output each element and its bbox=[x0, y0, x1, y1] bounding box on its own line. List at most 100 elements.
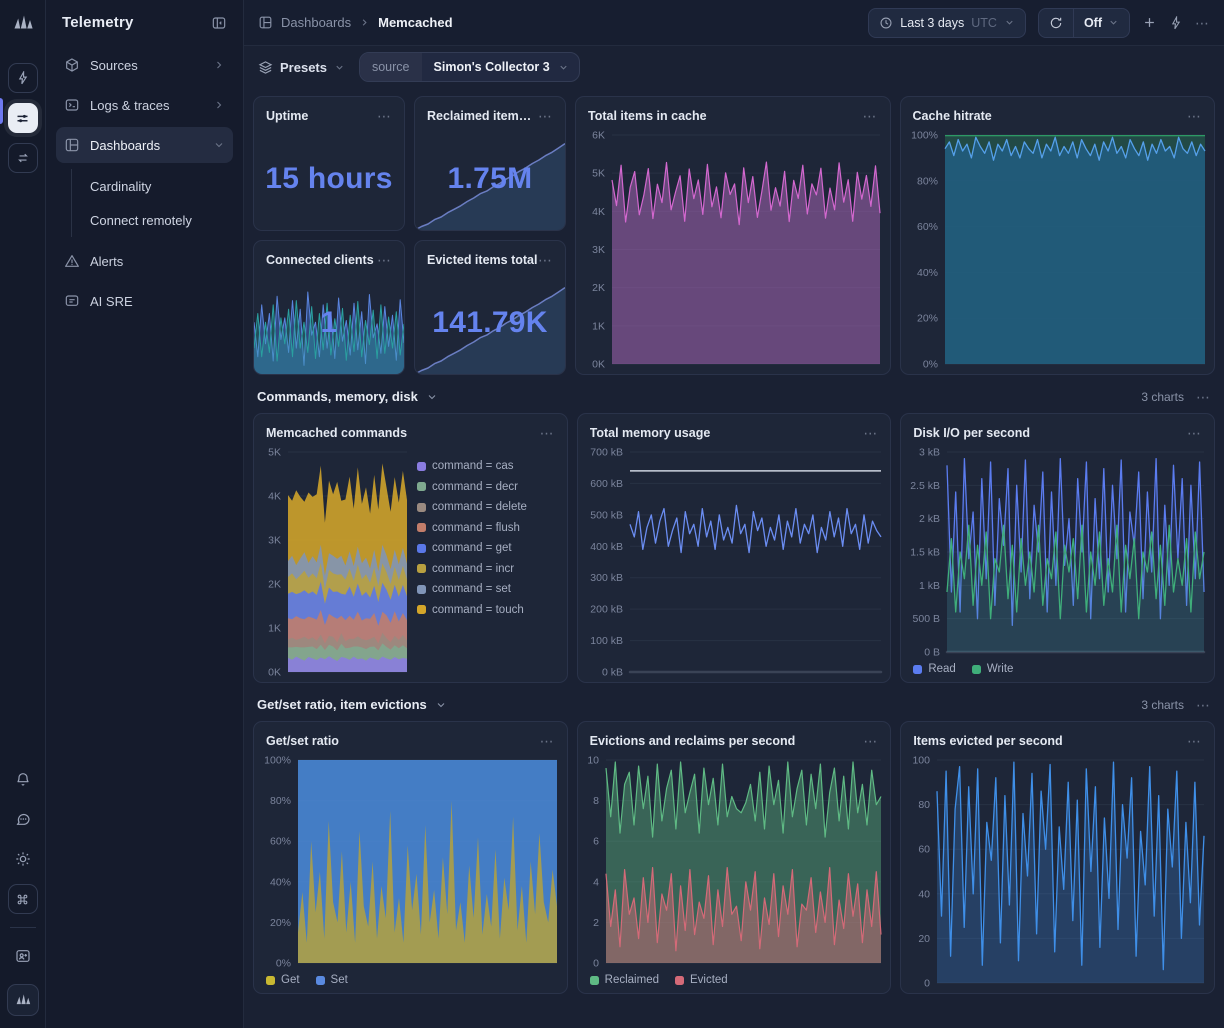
integrations-rail-button[interactable] bbox=[7, 63, 38, 93]
chart-card-evictions-reclaims: Evictions and reclaims per second ⋯ 0 2 4 6 8… bbox=[576, 721, 892, 994]
command-menu-button[interactable] bbox=[7, 884, 38, 914]
presets-button[interactable]: Presets bbox=[258, 60, 345, 75]
legend-swatch bbox=[417, 461, 426, 471]
trend-sparkline bbox=[415, 133, 565, 230]
legend-item[interactable]: Set bbox=[315, 974, 348, 986]
section-commands-memory-disk: Commands, memory, disk 3 charts ⋯ bbox=[257, 389, 1211, 404]
sidebar-item-alerts[interactable]: Alerts bbox=[56, 243, 233, 279]
svg-text:1.5 kB: 1.5 kB bbox=[911, 547, 941, 559]
invite-user-icon[interactable] bbox=[8, 941, 38, 971]
sidebar-item-logs-traces[interactable]: Logs & traces bbox=[56, 87, 233, 123]
icon-rail bbox=[0, 0, 46, 1028]
card-menu-button[interactable]: ⋯ bbox=[862, 108, 878, 124]
quick-actions-bolt-button[interactable] bbox=[1169, 15, 1183, 30]
add-chart-button[interactable] bbox=[1142, 15, 1157, 30]
disk-io-chart-plot[interactable]: 0 B 500 B 1 kB 1.5 kB 2 kB 2.5 kB 3 kB bbox=[901, 444, 1214, 662]
legend-item[interactable]: command = flush bbox=[417, 522, 557, 534]
legend-item[interactable]: Reclaimed bbox=[589, 974, 659, 986]
card-menu-button[interactable]: ⋯ bbox=[377, 252, 392, 268]
section-menu-button[interactable]: ⋯ bbox=[1196, 388, 1211, 405]
chart-card-total-memory: Total memory usage ⋯ 0 kB 100 kB 200 kB 300 … bbox=[576, 413, 892, 683]
refresh-mode-label: Off bbox=[1083, 15, 1102, 30]
card-menu-button[interactable]: ⋯ bbox=[539, 425, 555, 441]
sidebar-subitem-cardinality[interactable]: Cardinality bbox=[90, 178, 152, 194]
legend-item[interactable]: command = set bbox=[417, 583, 557, 595]
sidebar-subitem-connect-remotely[interactable]: Connect remotely bbox=[90, 212, 192, 228]
legend-item[interactable]: command = touch bbox=[417, 604, 557, 616]
card-menu-button[interactable]: ⋯ bbox=[539, 733, 555, 749]
app-title: Telemetry bbox=[62, 14, 134, 31]
sidebar-item-label: Logs & traces bbox=[90, 97, 170, 113]
legend-label: command = decr bbox=[432, 480, 518, 493]
evictions-reclaims-chart-plot[interactable]: 0 2 4 6 8 10 bbox=[578, 752, 891, 973]
card-menu-button[interactable]: ⋯ bbox=[538, 252, 553, 268]
section-title[interactable]: Get/set ratio, item evictions bbox=[257, 697, 447, 712]
chart-card-get-set-ratio: Get/set ratio ⋯ 0% 20% 40% 60% 80% 100% Get Set bbox=[253, 721, 568, 994]
refresh-control: Off bbox=[1037, 7, 1130, 38]
notifications-bell-icon[interactable] bbox=[8, 764, 38, 794]
sidebar-item-sources[interactable]: Sources bbox=[56, 47, 233, 83]
svg-text:80%: 80% bbox=[270, 795, 291, 807]
legend-label: Get bbox=[281, 974, 300, 986]
workspace-avatar[interactable] bbox=[6, 984, 39, 1016]
legend-swatch bbox=[417, 605, 426, 614]
section-getset-evictions: Get/set ratio, item evictions 3 charts ⋯ bbox=[257, 697, 1211, 712]
card-menu-button[interactable]: ⋯ bbox=[1187, 108, 1202, 124]
card-menu-button[interactable]: ⋯ bbox=[1186, 733, 1202, 749]
memcached-commands-chart-plot[interactable]: 0K 1K 2K 3K 4K 5K bbox=[254, 444, 417, 682]
cache-hitrate-chart-plot[interactable]: 0% 20% 40% 60% 80% 100% bbox=[901, 127, 1215, 374]
svg-text:500 kB: 500 kB bbox=[590, 509, 623, 521]
theme-sun-icon[interactable] bbox=[8, 844, 38, 874]
chart-title: Memcached commands bbox=[266, 426, 408, 440]
time-range-button[interactable]: Last 3 days UTC bbox=[868, 7, 1026, 38]
legend-item[interactable]: Get bbox=[266, 974, 300, 986]
sidebar-item-dashboards[interactable]: Dashboards bbox=[56, 127, 233, 163]
legend-swatch bbox=[417, 523, 426, 532]
breadcrumb-root[interactable]: Dashboards bbox=[281, 15, 352, 30]
telemetry-rail-button-active[interactable] bbox=[7, 103, 38, 133]
transfer-rail-button[interactable] bbox=[7, 143, 38, 173]
stat-value: 141.79K bbox=[432, 305, 548, 339]
section-chart-count: 3 charts bbox=[1141, 389, 1184, 404]
card-menu-button[interactable]: ⋯ bbox=[377, 108, 392, 124]
legend-label: command = get bbox=[432, 542, 512, 554]
legend-item[interactable]: command = get bbox=[417, 542, 557, 554]
items-evicted-chart-plot[interactable]: 0 20 40 60 80 100 bbox=[901, 752, 1214, 993]
section-menu-button[interactable]: ⋯ bbox=[1196, 696, 1211, 713]
legend-item[interactable]: command = delete bbox=[417, 501, 557, 513]
chat-square-icon bbox=[64, 293, 80, 309]
auto-refresh-interval-button[interactable]: Off bbox=[1074, 9, 1129, 37]
chart-card-disk-io: Disk I/O per second ⋯ 0 B 500 B 1 kB 1.5 kB 2… bbox=[900, 413, 1215, 683]
svg-text:60%: 60% bbox=[916, 221, 937, 233]
legend-swatch bbox=[913, 664, 923, 674]
legend-item[interactable]: command = decr bbox=[417, 481, 557, 493]
collapse-sidebar-button[interactable] bbox=[211, 15, 227, 31]
get-set-ratio-chart-plot[interactable]: 0% 20% 40% 60% 80% 100% bbox=[254, 752, 567, 973]
svg-text:0%: 0% bbox=[276, 958, 291, 970]
section-title[interactable]: Commands, memory, disk bbox=[257, 389, 438, 404]
total-memory-chart-plot[interactable]: 0 kB 100 kB 200 kB 300 kB 400 kB 500 kB 600 kB… bbox=[578, 444, 891, 682]
legend-swatch bbox=[315, 975, 325, 985]
legend-item[interactable]: Evicted bbox=[674, 974, 728, 986]
refresh-button[interactable] bbox=[1039, 9, 1073, 37]
legend-item[interactable]: command = incr bbox=[417, 563, 557, 575]
legend-item[interactable]: Read bbox=[913, 663, 956, 675]
svg-text:40%: 40% bbox=[916, 267, 937, 279]
feedback-chat-icon[interactable] bbox=[8, 804, 38, 834]
card-menu-button[interactable]: ⋯ bbox=[1186, 425, 1202, 441]
legend-item[interactable]: command = cas bbox=[417, 460, 557, 472]
svg-text:8: 8 bbox=[593, 795, 599, 807]
app-logo-icon[interactable] bbox=[10, 10, 36, 36]
card-menu-button[interactable]: ⋯ bbox=[538, 108, 553, 124]
card-menu-button[interactable]: ⋯ bbox=[863, 425, 879, 441]
sidebar-item-ai-sre[interactable]: AI SRE bbox=[56, 283, 233, 319]
legend-item[interactable]: Write bbox=[971, 663, 1013, 675]
sidebar-item-label: AI SRE bbox=[90, 293, 133, 309]
total-items-chart-plot[interactable]: 0K 1K 2K 3K 4K 5K 6K bbox=[576, 127, 890, 374]
svg-text:2K: 2K bbox=[592, 282, 605, 294]
source-selector[interactable]: source Simon's Collector 3 bbox=[358, 52, 580, 82]
breadcrumb: Dashboards Memcached bbox=[258, 15, 453, 30]
page-menu-button[interactable]: ⋯ bbox=[1195, 14, 1210, 31]
svg-text:0 kB: 0 kB bbox=[602, 667, 623, 679]
card-menu-button[interactable]: ⋯ bbox=[863, 733, 879, 749]
